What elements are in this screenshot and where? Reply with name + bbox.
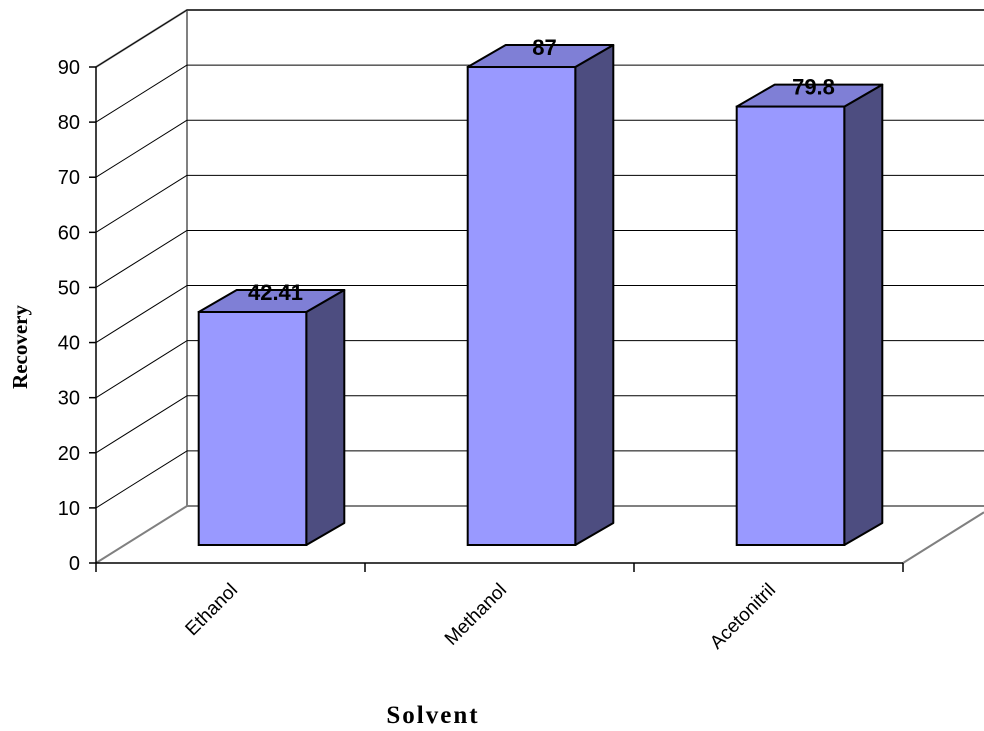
y-tick-label: 0 (69, 553, 80, 575)
x-axis-ticks: Ethanol Methanol Acetonitril (95, 563, 904, 654)
floor-back-edge (95, 505, 984, 564)
y-tick-label: 70 (58, 167, 80, 189)
gridline-side (95, 395, 188, 454)
y-tick-label: 20 (58, 443, 80, 465)
y-tick-label: 10 (58, 498, 80, 520)
bar-side-face (305, 289, 346, 546)
data-label-acetonitril: 79.8 (792, 75, 835, 100)
x-category-label: Methanol (441, 580, 511, 650)
bar-side-face (574, 44, 615, 546)
floor-right-edge (902, 511, 984, 564)
data-label-methanol: 87 (532, 35, 556, 60)
bar-acetonitril (735, 105, 846, 547)
gridline-side (95, 64, 188, 123)
y-tick-label: 60 (58, 222, 80, 244)
gridline-side (95, 340, 188, 399)
data-label-ethanol: 42.41 (248, 280, 303, 305)
bar-methanol (466, 66, 577, 547)
y-tick-label: 40 (58, 333, 80, 355)
x-category-label: Ethanol (182, 580, 242, 640)
y-tick-label: 30 (58, 388, 80, 410)
bars (197, 44, 884, 547)
gridline-side (95, 119, 188, 178)
bar-ethanol (197, 311, 308, 546)
gridline-side (95, 174, 188, 233)
y-axis-title: Recovery (8, 305, 32, 389)
gridline-side (95, 230, 188, 288)
gridline-side (95, 9, 188, 68)
gridline-side (95, 285, 188, 343)
bar-side-face (843, 83, 884, 546)
x-category-label: Acetonitril (706, 580, 780, 654)
y-tick-label: 80 (58, 112, 80, 134)
x-axis-title: Solvent (386, 702, 479, 729)
data-labels: 42.41 87 79.8 (248, 35, 835, 305)
y-axis-ticks: 0 10 20 30 40 50 60 70 80 90 (58, 57, 96, 575)
y-tick-label: 90 (58, 57, 80, 79)
gridline-side (95, 450, 188, 509)
y-tick-label: 50 (58, 277, 80, 299)
axes (95, 67, 903, 564)
